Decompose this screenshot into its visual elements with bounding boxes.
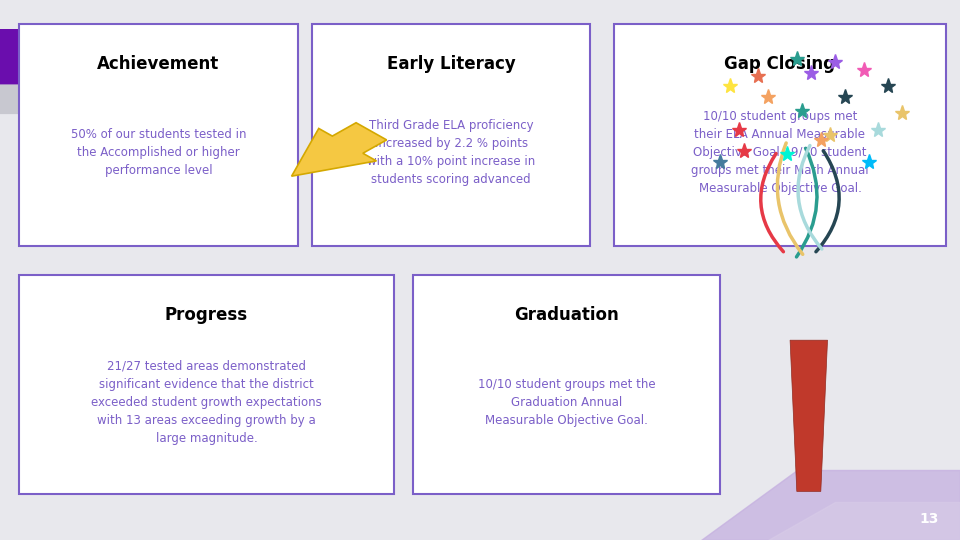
Polygon shape (0, 30, 226, 84)
Text: Graduation: Graduation (514, 306, 619, 324)
Polygon shape (701, 470, 960, 540)
FancyBboxPatch shape (413, 275, 720, 494)
Text: 10/10 student groups met the
Graduation Annual
Measurable Objective Goal.: 10/10 student groups met the Graduation … (477, 378, 656, 427)
FancyBboxPatch shape (312, 24, 590, 246)
Polygon shape (768, 502, 960, 540)
Text: Progress: Progress (165, 306, 248, 324)
Text: 13: 13 (920, 512, 939, 526)
Text: 10/10 student groups met
their ELA Annual Measurable
Objective Goal.  9/10 stude: 10/10 student groups met their ELA Annua… (691, 110, 869, 195)
Polygon shape (0, 38, 298, 113)
Text: 50% of our students tested in
the Accomplished or higher
performance level: 50% of our students tested in the Accomp… (71, 128, 246, 177)
Text: Third Grade ELA proficiency
increased by 2.2 % points
with a 10% point increase : Third Grade ELA proficiency increased by… (367, 119, 536, 186)
Polygon shape (292, 123, 387, 176)
FancyBboxPatch shape (19, 24, 298, 246)
FancyBboxPatch shape (19, 275, 394, 494)
Text: Early Literacy: Early Literacy (387, 55, 516, 73)
Text: Gap Closing: Gap Closing (725, 55, 835, 73)
Text: 21/27 tested areas demonstrated
significant evidence that the district
exceeded : 21/27 tested areas demonstrated signific… (91, 360, 322, 445)
FancyBboxPatch shape (614, 24, 946, 246)
Polygon shape (790, 340, 828, 491)
Text: Achievement: Achievement (97, 55, 220, 73)
